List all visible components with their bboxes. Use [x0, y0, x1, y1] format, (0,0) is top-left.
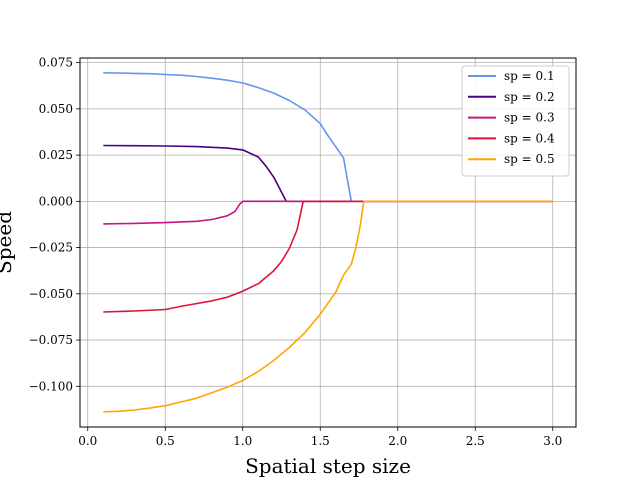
legend-label: sp = 0.4 — [504, 131, 555, 145]
legend: sp = 0.1 sp = 0.2 sp = 0.3 sp = 0.4 sp = 0.5 — [461, 65, 570, 177]
x-tick-label: 1.0 — [233, 434, 252, 448]
series-line — [103, 200, 553, 413]
plot-frame — [79, 57, 577, 428]
y-tick-label: 0.025 — [39, 148, 73, 162]
x-tick-label: 1.5 — [311, 434, 330, 448]
legend-label: sp = 0.5 — [504, 152, 555, 166]
legend-box — [461, 65, 570, 177]
y-tick-label: 0.000 — [39, 194, 73, 208]
legend-label: sp = 0.1 — [504, 69, 555, 83]
y-tick-label: 0.075 — [39, 56, 73, 70]
x-tick-label: 2.5 — [466, 434, 485, 448]
x-tick-label: 0.5 — [156, 434, 175, 448]
y-tick-label: −0.075 — [29, 333, 73, 347]
series-layer — [103, 72, 553, 413]
y-axis-title: Speed — [0, 211, 16, 274]
x-tick-label: 2.0 — [388, 434, 407, 448]
legend-label: sp = 0.2 — [504, 90, 555, 104]
y-tick-label: −0.050 — [29, 287, 73, 301]
x-axis-title: Spatial step size — [245, 454, 411, 478]
y-tick-label: −0.100 — [29, 379, 73, 393]
series-line — [103, 200, 553, 313]
x-tick-label: 0.0 — [78, 434, 97, 448]
y-tick-label: −0.025 — [29, 241, 73, 255]
ticks: 0.0 0.5 1.0 1.5 2.0 2.5 3.0 0.075 0.050 0.025 0.00… — [29, 56, 563, 448]
x-tick-label: 3.0 — [543, 434, 562, 448]
y-tick-label: 0.050 — [39, 102, 73, 116]
legend-label: sp = 0.3 — [504, 111, 555, 125]
